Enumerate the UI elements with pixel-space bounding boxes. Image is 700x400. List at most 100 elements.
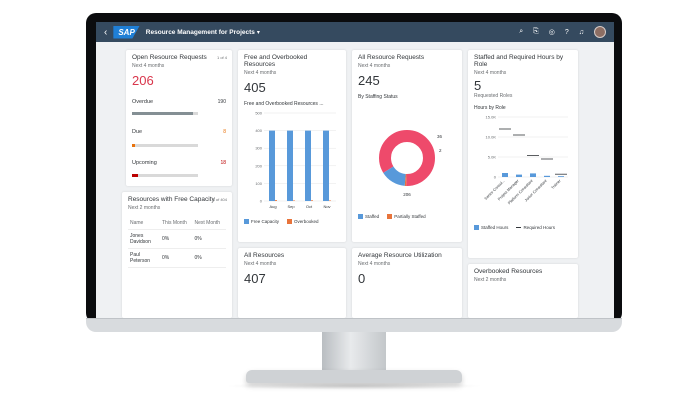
support-icon[interactable]: ◎: [548, 29, 555, 36]
bar-overbooked: [275, 200, 277, 201]
x-tick-label: Platform Consultant: [507, 178, 534, 205]
tile-title: Overbooked Resources: [474, 268, 543, 275]
x-tick-label: Nov: [323, 204, 330, 209]
avatar[interactable]: [594, 26, 606, 38]
tile-kpi: 245: [358, 73, 380, 88]
bar-free-capacity: [323, 130, 329, 201]
y-tick-label: 200: [255, 163, 262, 168]
help-icon[interactable]: ?: [564, 28, 569, 36]
donut-slice: [379, 130, 435, 186]
bar-overbooked: [311, 200, 313, 201]
tile-subtitle: Next 4 months: [358, 261, 391, 267]
tile-subtitle: Next 4 months: [244, 261, 277, 267]
tile-title: All Resources: [244, 252, 285, 259]
y-tick-label: 0: [494, 175, 497, 180]
tile-avg-utilization[interactable]: Average Resource Utilization Next 4 mont…: [352, 248, 462, 318]
screen: ‹ SAP Resource Management for Projects ▾ …: [96, 22, 614, 318]
table-row[interactable]: Paul Peterson 0% 0%: [128, 248, 226, 268]
progress-overdue: [132, 112, 198, 115]
tile-kpi: 0: [358, 271, 366, 286]
tile-subtitle: Next 4 months: [358, 63, 391, 69]
tile-title: Free and Overbooked Resources: [244, 54, 308, 68]
row-value-upcoming: 18: [220, 160, 226, 166]
col-header-next-month: Next Month: [192, 217, 226, 230]
sap-logo: SAP: [113, 25, 140, 39]
tile-subtitle: Next 4 months: [244, 70, 277, 76]
bar-free-capacity: [305, 130, 311, 201]
chart-title: Free and Overbooked Resources ...: [244, 101, 324, 107]
tile-free-capacity[interactable]: Resources with Free Capacity 3 of 404 Ne…: [122, 192, 232, 318]
row-label-overdue: Overdue: [132, 99, 154, 105]
tile-title: Average Resource Utilization: [358, 252, 442, 259]
row-value-due: 8: [223, 129, 226, 135]
chevron-down-icon: ▾: [256, 29, 260, 36]
staffing-donut-chart: 206 36 2: [379, 130, 443, 197]
progress-upcoming: [132, 174, 198, 177]
y-tick-label: 15.0K: [486, 115, 497, 120]
col-header-this-month: This Month: [160, 217, 193, 230]
tile-kpi: 5: [474, 78, 482, 93]
search-icon[interactable]: ⌕: [519, 28, 524, 35]
tile-free-overbooked[interactable]: Free and Overbooked Resources Next 4 mon…: [238, 50, 346, 242]
y-tick-label: 300: [255, 146, 262, 151]
y-tick-label: 500: [255, 111, 262, 116]
row-label-due: Due: [132, 129, 143, 135]
data-label: 36: [437, 134, 443, 139]
tile-subtitle: Next 4 months: [132, 63, 165, 69]
legend-item: Overbooked: [287, 219, 319, 225]
y-tick-label: 400: [255, 128, 262, 133]
data-label: 206: [403, 192, 411, 197]
tile-all-requests[interactable]: All Resource Requests Next 4 months 245 …: [352, 50, 462, 242]
tile-kpi: 407: [244, 271, 266, 286]
bar-staffed-hours: [558, 176, 564, 177]
x-tick-label: Sep: [287, 204, 295, 209]
y-tick-label: 5.0K: [488, 155, 497, 160]
shell-bar: ‹ SAP Resource Management for Projects ▾ …: [96, 22, 614, 42]
tile-subtitle: Next 2 months: [474, 277, 507, 283]
x-tick-label: Aug: [269, 204, 276, 209]
legend-item: Partially Staffed: [387, 214, 426, 220]
legend-item: Staffed: [358, 214, 379, 220]
bar-staffed-hours: [502, 173, 508, 177]
bar-free-capacity: [287, 130, 293, 201]
y-tick-label: 100: [255, 181, 262, 186]
tile-title: All Resource Requests: [358, 54, 425, 61]
tile-kpi: 405: [244, 80, 266, 95]
cell-name: Jones Davidson: [128, 229, 160, 249]
page-indicator: 1 of 4: [216, 55, 227, 60]
table-row[interactable]: Jones Davidson 0% 0%: [128, 229, 226, 249]
cell-next-month: 0%: [192, 248, 226, 268]
notifications-icon[interactable]: ♫: [578, 28, 584, 36]
cell-this-month: 0%: [160, 229, 193, 249]
bar-overbooked: [329, 200, 331, 201]
chart-title: Hours by Role: [474, 105, 506, 111]
tile-open-requests[interactable]: Open Resource Requests 1 of 4 Next 4 mon…: [126, 50, 232, 186]
y-tick-label: 0: [260, 199, 263, 204]
back-icon[interactable]: ‹: [104, 26, 108, 38]
tile-kpi: 206: [132, 73, 154, 88]
tile-overbooked[interactable]: Overbooked Resources Next 2 months: [468, 264, 578, 318]
bar-free-capacity: [269, 130, 275, 201]
row-label-upcoming: Upcoming: [132, 160, 157, 166]
page-indicator: 3 of 404: [212, 197, 227, 202]
monitor-stand-neck: [322, 332, 386, 372]
y-tick-label: 10.0K: [486, 135, 497, 140]
progress-due: [132, 144, 198, 147]
bar-staffed-hours: [516, 174, 522, 177]
col-header-name: Name: [128, 217, 160, 230]
tile-all-resources[interactable]: All Resources Next 4 months 407: [238, 248, 346, 318]
legend-item: Free Capacity: [244, 219, 279, 225]
bar-overbooked: [293, 200, 295, 201]
x-tick-label: Trainer: [550, 178, 562, 190]
cell-this-month: 0%: [160, 248, 193, 268]
kpi-caption: Requested Roles: [474, 93, 513, 99]
data-label: 2: [439, 148, 442, 153]
tile-title: Open Resource Requests: [132, 54, 207, 61]
share-icon[interactable]: ⎘: [533, 28, 539, 35]
cell-next-month: 0%: [192, 229, 226, 249]
bar-staffed-hours: [530, 173, 536, 177]
tile-staffed-required[interactable]: Staffed and Required Hours by Role Next …: [468, 50, 578, 258]
app-title[interactable]: Resource Management for Projects ▾: [145, 28, 260, 36]
bar-staffed-hours: [544, 175, 550, 177]
